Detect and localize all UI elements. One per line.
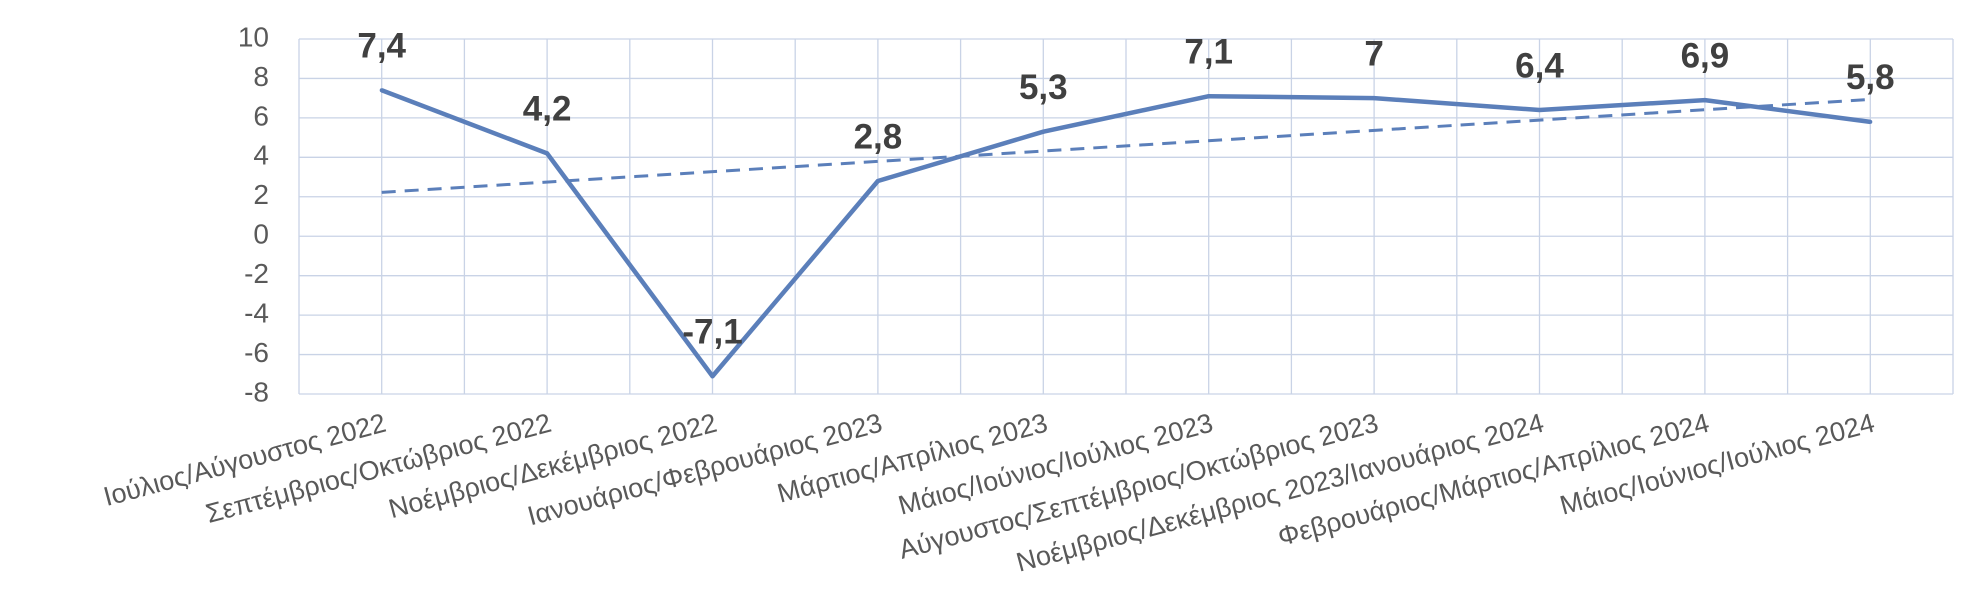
y-tick-label: 4	[253, 140, 269, 171]
y-tick-label: 0	[253, 219, 269, 250]
data-point	[875, 179, 880, 183]
trendline	[381, 97, 1871, 194]
y-tick-label: 6	[253, 100, 269, 131]
y-tick-label: -6	[244, 337, 269, 368]
y-tick-label: 10	[238, 21, 269, 52]
data-point	[1372, 96, 1377, 101]
data-point	[379, 88, 384, 93]
data-label: 6,4	[1515, 46, 1564, 85]
y-tick-label: 2	[253, 179, 269, 210]
data-label: -7,1	[682, 313, 742, 352]
data-label: 5,3	[1019, 68, 1068, 107]
data-point	[1868, 119, 1873, 124]
data-label: 2,8	[854, 117, 903, 156]
data-label: 6,9	[1681, 36, 1730, 75]
data-point	[710, 374, 715, 379]
data-label: 5,8	[1846, 58, 1895, 97]
data-line	[380, 88, 1871, 379]
data-label: 7	[1364, 34, 1383, 73]
y-tick-label: -8	[244, 376, 269, 407]
y-tick-label: 8	[253, 61, 269, 92]
data-label: 4,2	[523, 90, 572, 129]
y-tick-label: -2	[244, 258, 269, 289]
data-point	[545, 151, 550, 156]
data-point	[1702, 98, 1707, 103]
data-label: 7,4	[357, 27, 406, 66]
y-tick-label: -4	[244, 298, 269, 329]
data-point	[1041, 129, 1046, 134]
data-label: 7,1	[1184, 32, 1233, 71]
data-point	[1206, 94, 1211, 99]
data-point	[1537, 108, 1542, 112]
